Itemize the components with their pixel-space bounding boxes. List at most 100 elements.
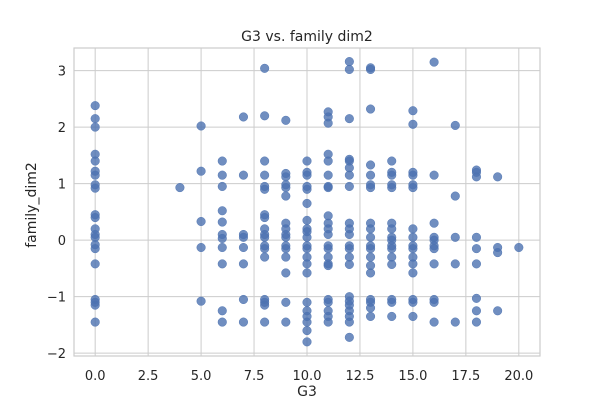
data-point xyxy=(387,311,397,321)
data-point xyxy=(344,57,354,67)
data-point xyxy=(387,170,397,180)
data-point xyxy=(344,259,354,269)
data-point xyxy=(408,297,418,307)
data-point xyxy=(90,259,100,269)
data-point xyxy=(302,337,312,347)
data-point xyxy=(281,183,291,193)
data-point xyxy=(196,166,206,176)
x-tick-label: 0.0 xyxy=(85,369,106,384)
data-point xyxy=(365,183,376,193)
data-point xyxy=(217,306,227,316)
data-point xyxy=(281,317,291,327)
data-point xyxy=(302,244,312,254)
data-point xyxy=(217,217,227,227)
data-point xyxy=(175,183,185,193)
data-point xyxy=(471,317,482,327)
data-point xyxy=(365,64,376,75)
data-point xyxy=(260,156,270,166)
data-point xyxy=(90,212,100,223)
data-point xyxy=(281,268,291,278)
data-point xyxy=(217,259,227,269)
data-point xyxy=(344,244,354,254)
data-point xyxy=(408,170,418,180)
x-axis-label: G3 xyxy=(297,384,317,400)
data-point xyxy=(196,242,206,253)
data-point xyxy=(90,300,100,310)
data-point xyxy=(429,244,439,254)
data-point xyxy=(260,232,270,242)
data-point xyxy=(302,198,312,208)
data-point xyxy=(238,232,249,242)
data-point xyxy=(90,101,100,111)
data-point xyxy=(471,232,482,242)
data-point xyxy=(365,252,376,262)
x-tick-label: 2.5 xyxy=(138,369,159,384)
data-point xyxy=(260,212,270,223)
data-point xyxy=(302,184,312,194)
x-tick-label: 15.0 xyxy=(398,369,427,384)
data-point xyxy=(365,224,376,234)
data-point xyxy=(323,244,333,254)
data-point xyxy=(408,311,418,321)
data-point xyxy=(344,181,354,192)
y-tick-label: 1 xyxy=(58,178,66,193)
data-point xyxy=(387,156,397,166)
data-point xyxy=(90,244,100,254)
data-point xyxy=(302,317,312,327)
data-point xyxy=(429,259,439,269)
data-point xyxy=(281,244,291,254)
data-point xyxy=(217,242,227,253)
data-point xyxy=(387,224,397,234)
y-tick-label: −1 xyxy=(47,291,66,306)
data-point xyxy=(429,317,439,327)
data-point xyxy=(471,172,482,182)
data-point xyxy=(493,306,503,316)
data-point xyxy=(450,232,460,242)
data-point xyxy=(323,183,333,193)
data-point xyxy=(408,183,418,193)
data-point xyxy=(387,244,397,254)
data-point xyxy=(260,111,270,121)
plot-frame xyxy=(73,47,541,357)
data-point xyxy=(302,232,312,242)
data-point xyxy=(196,121,206,131)
data-point xyxy=(90,122,100,132)
data-point xyxy=(365,244,376,254)
data-point xyxy=(493,172,503,182)
data-point xyxy=(302,170,312,180)
data-point xyxy=(344,317,354,327)
data-point xyxy=(90,114,100,124)
data-point xyxy=(429,57,439,67)
x-tick-label: 10.0 xyxy=(293,369,322,384)
data-point xyxy=(260,244,270,254)
data-point xyxy=(281,191,291,201)
data-point xyxy=(323,261,333,271)
data-point xyxy=(429,297,439,307)
data-point xyxy=(408,244,418,254)
data-point xyxy=(90,183,100,193)
data-point xyxy=(450,317,460,327)
data-point xyxy=(281,115,291,125)
x-tick-label: 20.0 xyxy=(504,369,533,384)
data-point xyxy=(408,259,418,269)
data-point xyxy=(429,218,439,228)
data-point xyxy=(217,170,227,180)
data-point xyxy=(302,268,312,278)
data-point xyxy=(217,317,227,327)
x-tick-label: 17.5 xyxy=(451,369,480,384)
data-point xyxy=(302,259,312,269)
data-point xyxy=(471,259,482,269)
data-point xyxy=(365,311,376,321)
y-tick-label: −2 xyxy=(47,347,66,362)
y-tick-labels: −2 −1 0 1 2 3 xyxy=(47,65,66,363)
data-point xyxy=(238,170,249,180)
data-point xyxy=(365,160,376,170)
x-tick-labels: 0.0 2.5 5.0 7.5 10.0 12.5 15.0 17.5 20.0 xyxy=(85,369,533,384)
y-tick-label: 2 xyxy=(58,121,66,136)
data-point xyxy=(260,63,270,73)
data-point xyxy=(450,120,460,130)
data-points xyxy=(90,57,524,347)
data-point xyxy=(365,303,376,313)
